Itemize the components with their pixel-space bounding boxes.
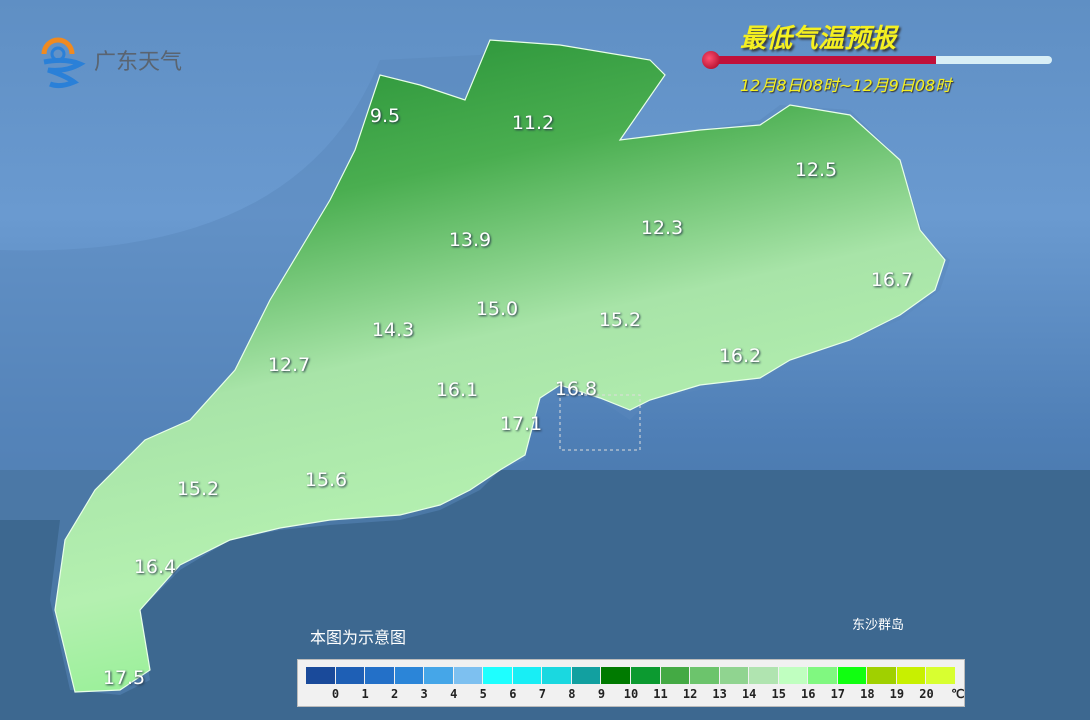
legend-swatch	[926, 667, 955, 684]
legend-label: 6	[509, 687, 517, 701]
legend-swatch	[896, 667, 926, 684]
temperature-label: 12.7	[267, 354, 311, 376]
temperature-label: 15.6	[304, 469, 348, 491]
temperature-label: 12.3	[640, 217, 684, 239]
guangdong-province	[54, 39, 946, 693]
legend-label: 15	[771, 687, 786, 701]
thermometer-decoration	[700, 51, 1054, 69]
sun-wave-logo-icon	[41, 37, 86, 89]
temperature-label: 16.4	[133, 556, 177, 578]
legend-label: 7	[538, 687, 546, 701]
temperature-label: 15.2	[176, 478, 220, 500]
temperature-label: 16.2	[718, 345, 762, 367]
legend-label: 10	[623, 687, 639, 701]
temperature-label: 14.3	[371, 319, 415, 341]
legend-swatch	[306, 667, 335, 684]
legend-swatch	[512, 667, 542, 684]
legend-swatch	[808, 667, 837, 684]
temperature-label: 13.9	[448, 229, 492, 251]
legend-label: 17	[830, 687, 846, 701]
legend-swatch	[690, 667, 719, 684]
legend-label: 2	[391, 687, 399, 701]
temperature-label: 16.7	[870, 269, 914, 291]
hk-macao-boundary	[559, 394, 641, 451]
dongsha-islands-label: 东沙群岛	[852, 618, 905, 633]
legend-label: 16	[801, 687, 816, 701]
legend-label: 19	[889, 687, 905, 701]
legend-swatch	[571, 667, 601, 684]
legend-label: 20	[919, 687, 934, 701]
temperature-label: 17.5	[102, 667, 146, 689]
legend-label: 4	[450, 687, 458, 701]
legend-label: 18	[860, 687, 875, 701]
temperature-label: 12.5	[794, 159, 838, 181]
legend-swatch	[778, 667, 808, 684]
legend-label: 11	[653, 687, 668, 701]
legend-label: 13	[712, 687, 727, 701]
legend-swatch	[749, 667, 778, 684]
legend-swatch	[394, 667, 424, 684]
temperature-label: 15.0	[475, 298, 519, 320]
temperature-label: 16.1	[435, 379, 479, 401]
legend-swatch	[424, 667, 453, 684]
temperature-label: 17.1	[499, 413, 543, 435]
temperature-label: 15.2	[598, 309, 642, 331]
legend-unit: ℃	[951, 687, 965, 701]
legend-label: 8	[568, 687, 576, 701]
legend-label: 9	[597, 687, 606, 701]
guangdong-weather-logo	[36, 24, 206, 94]
color-legend: 0 1 2 3 4 5 6 7 8 9 10 11 12 13 14 15 16 17 18 19 20 ℃	[297, 659, 965, 707]
logo-text: 广东天气	[94, 50, 183, 75]
temperature-label: 9.5	[369, 105, 401, 127]
legend-label: 3	[420, 687, 428, 701]
legend-swatch	[631, 667, 660, 684]
forecast-period: 12月8日08时~12月9日08时	[740, 76, 952, 95]
legend-swatch	[867, 667, 896, 684]
legend-label: 1	[361, 687, 369, 701]
map-title: 最低气温预报	[740, 24, 897, 54]
legend-swatch	[660, 667, 690, 684]
legend-swatch	[365, 667, 394, 684]
schematic-note: 本图为示意图	[310, 628, 407, 647]
temperature-label: 11.2	[511, 112, 555, 134]
legend-swatch	[719, 667, 749, 684]
legend-swatch	[601, 667, 630, 684]
legend-swatch	[837, 667, 867, 684]
legend-label: 5	[479, 687, 487, 701]
legend-swatch	[335, 667, 365, 684]
legend-label: 0	[331, 687, 340, 701]
temperature-label: 16.8	[554, 378, 598, 400]
legend-swatch	[453, 667, 483, 684]
legend-label: 14	[741, 687, 757, 701]
legend-swatch	[542, 667, 571, 684]
thermometer-bulb-icon	[702, 51, 720, 69]
legend-label: 12	[682, 687, 698, 701]
legend-swatch	[483, 667, 512, 684]
